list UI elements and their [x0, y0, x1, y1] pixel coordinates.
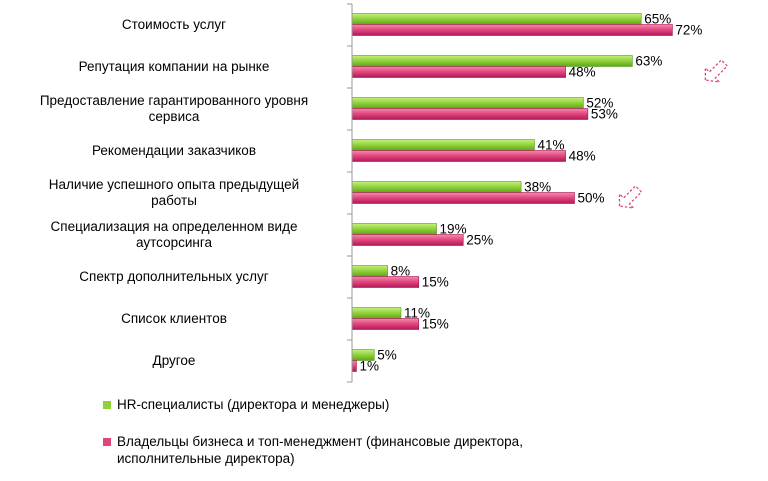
data-label: 48%: [569, 149, 596, 164]
data-label: 5%: [377, 348, 397, 363]
data-label: 8%: [391, 264, 411, 279]
category-label-line: аутсорсинга: [136, 235, 212, 250]
arrow-icon: [704, 59, 729, 83]
bar-owners: [351, 66, 566, 78]
category-label: Рекомендации заказчиков: [4, 143, 344, 159]
category-label-line: работы: [151, 193, 197, 208]
legend-label: Владельцы бизнеса и топ-менеджмент (фина…: [117, 433, 637, 467]
category-label: Список клиентов: [4, 311, 344, 327]
legend-label-line: HR-специалисты (директора и менеджеры): [117, 397, 390, 412]
bar-owners: [351, 108, 589, 120]
data-label: 65%: [644, 12, 671, 27]
data-label: 48%: [569, 65, 596, 80]
category-label: Стоимость услуг: [4, 17, 344, 33]
bar-hr: [351, 139, 535, 151]
bar-owners: [351, 150, 566, 162]
category-label: Наличие успешного опыта предыдущей работы: [4, 177, 344, 209]
bar-hr: [351, 13, 642, 25]
legend-label-line: исполнительные директора): [117, 451, 295, 466]
data-label: 50%: [578, 191, 605, 206]
data-label: 25%: [466, 233, 493, 248]
category-label-line: сервиса: [148, 109, 200, 124]
bar-hr: [351, 181, 522, 193]
bar-owners: [351, 360, 357, 372]
bar-hr: [351, 265, 388, 277]
category-label-line: Другое: [152, 353, 196, 368]
data-label: 11%: [404, 306, 430, 321]
category-label-line: Рекомендации заказчиков: [92, 143, 256, 158]
bar-owners: [351, 24, 673, 36]
category-label-line: Стоимость услуг: [121, 17, 227, 32]
legend-label-line: Владельцы бизнеса и топ-менеджмент (фина…: [117, 434, 523, 449]
data-label: 63%: [635, 54, 662, 69]
category-label: Специализация на определенном виде аутсор…: [4, 219, 344, 251]
data-label: 19%: [440, 222, 467, 237]
category-label-line: Специализация на определенном виде: [50, 219, 298, 234]
data-label: 15%: [422, 275, 449, 290]
category-label-line: Список клиентов: [121, 311, 227, 326]
bar-hr: [351, 223, 437, 235]
arrow-icon: [618, 185, 643, 209]
legend-label: HR-специалисты (директора и менеджеры): [117, 396, 637, 413]
data-label: 38%: [524, 180, 551, 195]
category-label: Репутация компании на рынке: [4, 59, 344, 75]
category-label: Спектр дополнительных услуг: [4, 269, 344, 285]
category-label-line: Наличие успешного опыта предыдущей: [48, 177, 300, 192]
category-label-line: Спектр дополнительных услуг: [79, 269, 269, 284]
legend-swatch: [103, 401, 111, 409]
bar-hr: [351, 307, 402, 319]
category-label: Другое: [4, 353, 344, 369]
data-label: 72%: [675, 23, 702, 38]
category-label-line: Репутация компании на рынке: [78, 59, 270, 74]
bar-hr: [351, 97, 584, 109]
category-label-line: Предоставление гарантированного уровня: [39, 93, 309, 108]
data-label: 1%: [359, 359, 379, 374]
data-label: 15%: [422, 317, 449, 332]
legend-swatch: [103, 438, 111, 446]
data-label: 53%: [591, 107, 618, 122]
category-label: Предоставление гарантированного уровня се…: [4, 93, 344, 125]
data-label: 52%: [586, 96, 613, 111]
data-label: 41%: [537, 138, 564, 153]
